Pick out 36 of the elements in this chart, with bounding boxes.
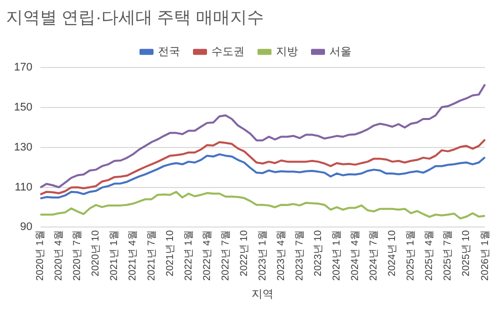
x-tick-label: 2020년 4월 [54, 230, 65, 281]
x-tick-label: 2025년 7월 [442, 230, 454, 281]
x-tick-label: 2024년 10 [387, 230, 398, 276]
x-axis-title: 지역 [252, 288, 274, 300]
x-tick-label: 2025년 10 [461, 230, 472, 276]
x-tick-label: 2022년 4월 [202, 230, 213, 281]
x-tick-label: 2022년 7월 [220, 230, 232, 281]
y-tick-label: 170 [14, 61, 32, 74]
legend-label: 서울 [330, 46, 352, 58]
x-tick-label: 2022년 10 [238, 230, 250, 276]
y-tick-label: 150 [14, 101, 32, 114]
x-tick-label: 2020년 10 [90, 230, 102, 276]
x-tick-label: 2024년 1월 [332, 230, 343, 281]
x-tick-label: 2022년 1월 [183, 230, 194, 281]
x-tick-label: 2024년 7월 [368, 230, 380, 281]
x-tick-label: 2023년 10 [313, 230, 324, 276]
x-tick-label: 2021년 7월 [146, 230, 158, 281]
legend-label: 지방 [276, 46, 298, 58]
x-tick-label: 2020년 7월 [72, 230, 84, 281]
y-tick-label: 90 [20, 221, 32, 234]
x-tick-label: 2021년 4월 [128, 230, 139, 281]
x-tick-label: 2023년 1월 [257, 230, 268, 281]
x-tick-label: 2020년 1월 [35, 230, 46, 281]
x-tick-label: 2025년 1월 [406, 230, 417, 281]
y-tick-label: 130 [14, 141, 32, 154]
chart-title: 지역별 연립·다세대 주택 매매지수 [6, 8, 264, 27]
x-tick-label: 2025년 4월 [424, 230, 436, 281]
x-tick-label: 2021년 10 [164, 230, 176, 276]
x-tick-label: 2021년 1월 [109, 230, 120, 281]
x-tick-label: 2024년 4월 [350, 230, 362, 281]
y-tick-label: 110 [14, 181, 32, 194]
x-tick-label: 2023년 7월 [294, 230, 306, 281]
legend-label: 수도권 [212, 46, 244, 58]
x-tick-label: 2023년 4월 [276, 230, 287, 281]
x-tick-label: 2026년 1월 [480, 230, 491, 281]
legend-label: 전국 [158, 46, 180, 58]
